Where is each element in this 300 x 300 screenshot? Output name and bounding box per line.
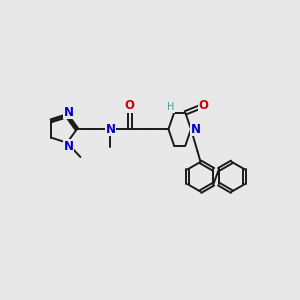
Text: O: O (199, 99, 209, 112)
Text: N: N (64, 140, 74, 153)
Text: H: H (167, 103, 175, 112)
Text: N: N (106, 123, 116, 136)
Text: O: O (125, 99, 135, 112)
Text: N: N (64, 106, 74, 118)
Text: N: N (191, 123, 201, 136)
